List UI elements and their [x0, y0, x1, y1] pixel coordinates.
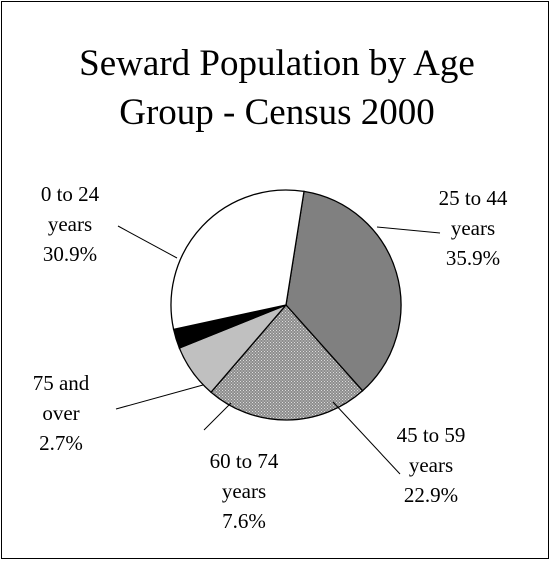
slice-category-label: 25 to 44 — [439, 186, 508, 210]
slice-label: 0 to 24 years 30.9% — [41, 182, 100, 266]
slice-value-label: 30.9% — [43, 242, 97, 266]
leader-line — [203, 402, 232, 431]
leader-line — [332, 401, 401, 475]
slice-category-label: 75 and — [33, 371, 90, 395]
slice-category-label: years — [451, 216, 495, 240]
chart-title-line-1: Seward Population by Age — [79, 43, 475, 84]
leader-line — [117, 225, 178, 259]
slice-value-label: 22.9% — [404, 483, 458, 507]
slice-category-label: 60 to 74 — [210, 449, 279, 473]
slice-category-label: over — [42, 401, 79, 425]
pie-slice — [285, 190, 402, 392]
leader-line — [376, 226, 441, 234]
slice-labels: 25 to 44 years 35.9% 45 to 59 years 22.9% 60 t… — [33, 182, 508, 533]
slice-label: 45 to 59 years 22.9% — [397, 423, 466, 507]
chart-title: Seward Population by Age Group - Census … — [79, 43, 475, 133]
leader-lines — [115, 225, 441, 475]
slice-label: 60 to 74 years 7.6% — [210, 449, 279, 533]
leader-line — [115, 384, 204, 410]
pie-slices — [170, 189, 402, 421]
pie-slice — [170, 189, 305, 331]
slice-value-label: 2.7% — [39, 431, 83, 455]
slice-category-label: years — [222, 479, 266, 503]
chart-title-line-2: Group - Census 2000 — [119, 92, 435, 133]
slice-label: 25 to 44 years 35.9% — [439, 186, 508, 270]
slice-value-label: 35.9% — [446, 246, 500, 270]
slice-value-label: 7.6% — [222, 509, 266, 533]
slice-label: 75 and over 2.7% — [33, 371, 90, 455]
slice-category-label: years — [409, 453, 453, 477]
pie-slice — [210, 304, 364, 421]
slice-category-label: 0 to 24 — [41, 182, 100, 206]
slice-category-label: years — [48, 212, 92, 236]
slice-category-label: 45 to 59 — [397, 423, 466, 447]
